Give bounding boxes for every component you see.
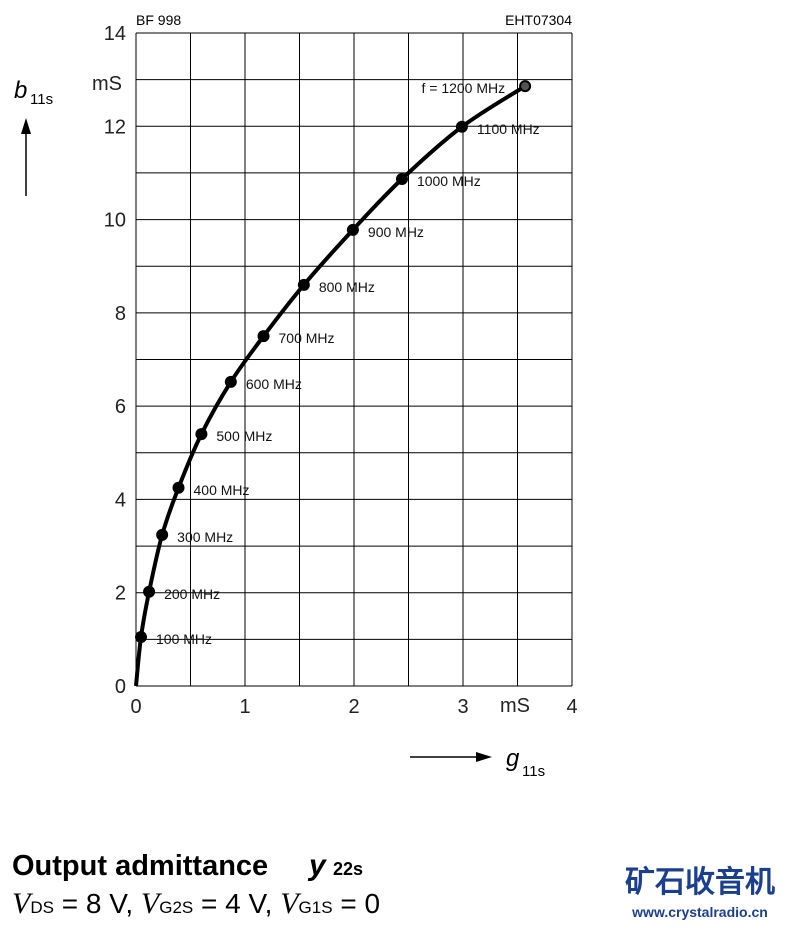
- caption-symbol: y: [307, 849, 327, 882]
- point-label: 1100 MHz: [477, 121, 540, 137]
- y-tick-label: 12: [104, 116, 126, 138]
- y-axis-label: b: [14, 77, 27, 104]
- x-arrow-head: [476, 752, 492, 762]
- data-point: [257, 330, 270, 343]
- point-label: 900 MHz: [368, 224, 424, 240]
- y-tick-label: 4: [115, 489, 126, 511]
- data-point: [395, 172, 408, 185]
- point-label: 300 MHz: [177, 529, 233, 545]
- data-point: [172, 481, 185, 494]
- point-label: 700 MHz: [279, 330, 335, 346]
- x-tick-label: 0: [130, 696, 141, 718]
- point-label: 400 MHz: [194, 482, 250, 498]
- code-label: EHT07304: [505, 12, 572, 28]
- condition-value: = 4 V,: [193, 888, 280, 919]
- x-axis-label: g: [506, 745, 520, 772]
- y-tick-label: 2: [115, 583, 126, 605]
- data-point: [143, 585, 156, 598]
- watermark-url: www.crystalradio.cn: [631, 904, 768, 920]
- point-label: 500 MHz: [216, 428, 272, 444]
- data-point: [195, 428, 208, 441]
- y-tick-label: 6: [115, 396, 126, 418]
- caption-conditions: VDS = 8 V, VG2S = 4 V, VG1S = 0: [12, 887, 380, 920]
- point-label: 1000 MHz: [417, 173, 481, 189]
- condition-symbol: V: [141, 887, 163, 920]
- condition-symbol: V: [12, 887, 34, 920]
- data-point: [297, 278, 310, 291]
- condition-sub: G1S: [299, 898, 333, 917]
- point-label: f = 1200 MHz: [421, 80, 505, 96]
- condition-sub: G2S: [159, 898, 193, 917]
- y-tick-label: 8: [115, 303, 126, 325]
- y-tick-label: 10: [104, 210, 126, 232]
- condition-sub: DS: [30, 898, 54, 917]
- data-point: [455, 120, 468, 133]
- point-label: 100 MHz: [156, 631, 212, 647]
- data-point: [346, 223, 359, 236]
- point-label: 200 MHz: [164, 586, 220, 602]
- condition-value: = 0: [333, 888, 380, 919]
- x-tick-label: 4: [566, 696, 577, 718]
- y-arrow-head: [21, 118, 31, 134]
- x-unit: mS: [500, 695, 530, 717]
- x-tick-label: 3: [457, 696, 468, 718]
- x-tick-label: 2: [348, 696, 359, 718]
- point-label: 600 MHz: [246, 376, 302, 392]
- x-axis-label-sub: 11s: [522, 763, 545, 780]
- watermark-title: 矿石收音机: [625, 865, 775, 899]
- y-unit: mS: [92, 73, 122, 95]
- caption: Output admittance y 22s VDS = 8 V, VG2S …: [12, 849, 380, 920]
- caption-title: Output admittance: [12, 850, 268, 882]
- point-label: 800 MHz: [319, 279, 375, 295]
- data-point: [135, 631, 148, 644]
- data-point: [519, 80, 532, 93]
- device-label: BF 998: [136, 12, 181, 28]
- y-tick-label: 14: [104, 23, 126, 45]
- y-axis-label-sub: 11s: [30, 91, 53, 108]
- condition-symbol: V: [280, 887, 302, 920]
- data-point: [224, 375, 237, 388]
- caption-symbol-sub: 22s: [333, 859, 363, 879]
- data-point: [156, 528, 169, 541]
- condition-value: = 8 V,: [54, 888, 141, 919]
- y-tick-label: 0: [115, 676, 126, 698]
- x-tick-label: 1: [239, 696, 250, 718]
